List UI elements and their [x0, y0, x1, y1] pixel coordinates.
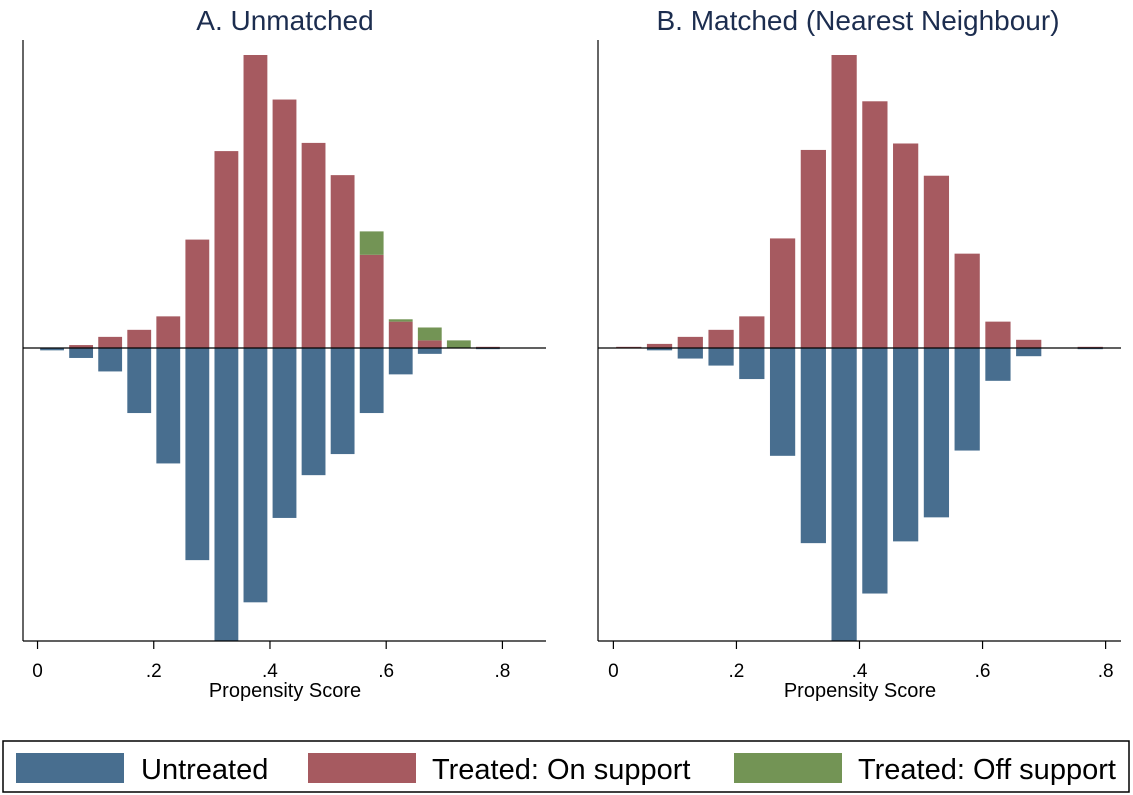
bar-treated-on-7: [243, 55, 268, 348]
bar-untreated-0: [40, 348, 64, 351]
bar-treated-on-2: [98, 336, 123, 348]
bar-untreated-12: [388, 348, 413, 375]
legend-label-untreated: Untreated: [141, 754, 268, 786]
bar-untreated-13: [417, 348, 442, 354]
bar-treated-on-13: [1016, 339, 1042, 348]
bar-treated-on-4: [156, 316, 181, 348]
bar-treated-on-11: [954, 253, 980, 348]
bar-untreated-11: [359, 348, 384, 414]
x-tick-label: .8: [494, 661, 510, 682]
x-tick-label: .2: [729, 661, 745, 682]
bar-untreated-5: [185, 348, 210, 561]
legend-swatch-treated-off: [734, 753, 842, 783]
bar-untreated-12: [985, 348, 1011, 381]
bar-treated-on-8: [862, 101, 888, 348]
bar-untreated-9: [301, 348, 326, 476]
bar-untreated-5: [769, 348, 796, 456]
bar-untreated-3: [708, 348, 734, 366]
panel-b-title: B. Matched (Nearest Neighbour): [656, 5, 1059, 36]
bar-untreated-10: [923, 348, 950, 518]
bar-untreated-4: [156, 348, 181, 464]
bar-untreated-9: [893, 348, 919, 542]
x-tick-label: .8: [1098, 661, 1114, 682]
bar-treated-on-5: [185, 239, 210, 348]
panel-a-title: A. Unmatched: [196, 5, 373, 36]
x-tick-label: .4: [262, 661, 278, 682]
bar-treated-on-1: [646, 343, 673, 348]
x-tick-label: .2: [146, 661, 162, 682]
bar-treated-off-13: [417, 327, 442, 341]
bar-untreated-7: [243, 348, 268, 603]
legend-label-treated-on: Treated: On support: [432, 754, 690, 786]
x-tick-label: 0: [608, 661, 619, 682]
panel-unmatched: A. Unmatched Propensity Score 0 .2 .4 .6 .8: [22, 5, 546, 702]
bar-treated-on-9: [301, 142, 326, 348]
bar-untreated-6: [800, 348, 826, 544]
bar-untreated-2: [677, 348, 703, 359]
bar-untreated-11: [954, 348, 980, 451]
x-tick-label: .6: [378, 661, 394, 682]
bar-treated-on-7: [831, 55, 857, 348]
legend-swatch-treated-on: [308, 753, 416, 783]
panel-b-x-axis-label: Propensity Score: [784, 680, 936, 702]
bar-treated-off-12: [388, 319, 413, 322]
bar-treated-on-5: [769, 238, 796, 348]
legend-label-treated-off: Treated: Off support: [858, 754, 1116, 786]
bar-treated-off-11: [359, 231, 384, 255]
bar-treated-off-14: [446, 340, 471, 348]
bar-untreated-4: [739, 348, 765, 380]
bar-untreated-8: [862, 348, 888, 594]
legend-swatch-untreated: [16, 753, 124, 783]
legend-frame: [2, 740, 1130, 793]
x-tick-label: .4: [852, 661, 868, 682]
x-tick-label: .6: [975, 661, 991, 682]
bar-treated-on-2: [677, 336, 703, 348]
bar-treated-on-10: [330, 175, 355, 348]
bar-treated-on-6: [800, 149, 826, 348]
bar-untreated-1: [69, 348, 94, 358]
bar-untreated-3: [127, 348, 152, 414]
legend: Untreated Treated: On support Treated: O…: [2, 740, 1130, 793]
bar-untreated-8: [272, 348, 297, 518]
bar-treated-on-6: [214, 151, 239, 348]
bar-untreated-7: [831, 348, 857, 641]
bar-treated-on-8: [272, 99, 297, 348]
bar-treated-on-13: [417, 340, 442, 348]
bar-untreated-6: [214, 348, 239, 641]
bar-treated-on-10: [923, 175, 950, 348]
bar-treated-on-3: [127, 329, 152, 348]
bar-untreated-10: [330, 348, 355, 455]
panel-a-x-axis-label: Propensity Score: [209, 680, 361, 702]
bar-treated-on-11: [359, 254, 384, 348]
bar-untreated-2: [98, 348, 123, 372]
bar-treated-on-3: [708, 329, 734, 348]
x-tick-label: 0: [32, 661, 43, 682]
bar-treated-on-12: [985, 321, 1011, 348]
bar-treated-on-1: [69, 345, 94, 348]
bar-treated-on-4: [739, 316, 765, 348]
bar-treated-on-12: [388, 321, 413, 348]
bar-untreated-13: [1016, 348, 1042, 357]
bar-untreated-1: [646, 348, 673, 351]
panel-matched: B. Matched (Nearest Neighbour) Propensit…: [597, 5, 1121, 702]
bar-treated-on-9: [893, 143, 919, 348]
